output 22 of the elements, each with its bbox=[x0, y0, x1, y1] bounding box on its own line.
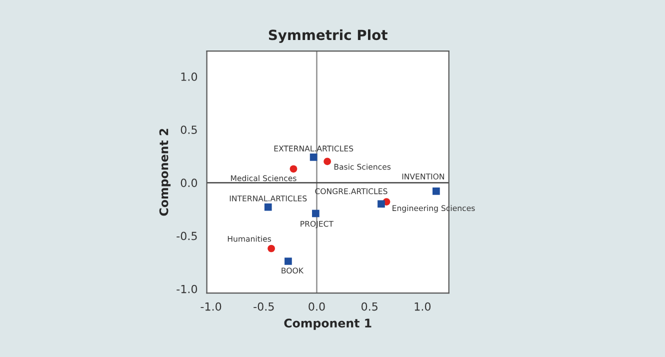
x-tick-label: 1.0 bbox=[414, 302, 431, 311]
point bbox=[284, 258, 292, 265]
y-tick-label: 0.5 bbox=[180, 126, 197, 134]
y-tick-label: 0.0 bbox=[180, 178, 198, 188]
x-tick-label: 0.0 bbox=[308, 302, 325, 311]
x-tick-label: -0.5 bbox=[254, 302, 274, 311]
point bbox=[264, 203, 272, 211]
x-axis-title: Component 1 bbox=[284, 318, 372, 330]
y-tick-label: -0.5 bbox=[176, 232, 197, 240]
point bbox=[324, 158, 331, 166]
point bbox=[432, 188, 440, 195]
point bbox=[290, 165, 298, 173]
point bbox=[378, 200, 385, 208]
point bbox=[310, 154, 318, 161]
y-axis-title: Component 2 bbox=[159, 128, 171, 216]
y-tick-label: -1.0 bbox=[176, 284, 198, 294]
point bbox=[312, 210, 320, 218]
chart-title: Symmetric Plot bbox=[268, 29, 388, 43]
x-tick-label: 0.5 bbox=[361, 302, 378, 311]
point bbox=[268, 244, 275, 252]
x-tick-label: -1.0 bbox=[200, 302, 222, 311]
y-tick-label: 1.0 bbox=[181, 72, 198, 81]
